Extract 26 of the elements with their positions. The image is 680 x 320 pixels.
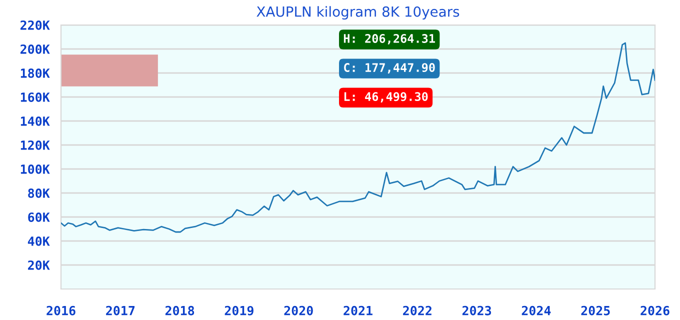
x-tick-label: 2026 xyxy=(640,306,670,316)
x-tick-label: 2020 xyxy=(284,306,313,316)
y-tick-label: 180K xyxy=(20,68,50,78)
y-tick-label: 40K xyxy=(28,236,50,246)
y-tick-label: 200K xyxy=(20,44,50,54)
y-tick-label: 60K xyxy=(28,212,50,222)
x-tick-label: 2023 xyxy=(462,306,492,316)
x-tick-label: 2025 xyxy=(581,306,610,316)
x-tick-label: 2017 xyxy=(106,306,135,316)
y-tick-label: 220K xyxy=(20,20,50,30)
y-tick-label: 140K xyxy=(20,116,50,126)
annotation: L: 46,499.30 xyxy=(344,92,428,103)
y-tick-label: 160K xyxy=(20,92,50,102)
y-tick-label: 120K xyxy=(20,140,50,150)
y-tick-label: 100K xyxy=(20,164,50,174)
x-tick-label: 2016 xyxy=(46,306,76,316)
y-tick-label: 20K xyxy=(28,260,50,270)
x-tick-label: 2022 xyxy=(403,306,432,316)
x-tick-label: 2019 xyxy=(224,306,254,316)
annotation: H: 206,264.31 xyxy=(344,34,435,44)
x-tick-label: 2021 xyxy=(344,306,372,316)
x-tick-label: 2024 xyxy=(522,306,551,316)
y-tick-label: 80K xyxy=(28,188,50,198)
annotation: C: 177,447.90 xyxy=(344,63,435,74)
chart-title: XAUPLN kilogram 8K 10years xyxy=(256,6,460,20)
x-tick-label: 2018 xyxy=(165,306,194,316)
